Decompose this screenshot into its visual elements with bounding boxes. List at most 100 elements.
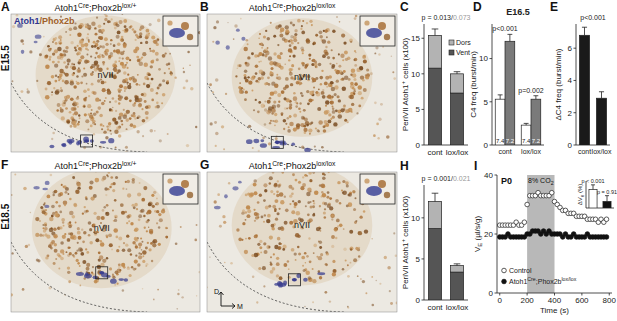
cell [319,230,321,232]
panel-title: Atoh1Cre;Phox2blox/lox [249,160,336,171]
cell [158,213,161,216]
cell [104,100,106,102]
cell [312,268,314,270]
cell [65,191,68,194]
cell [332,116,335,119]
atoh1-cell [260,139,264,142]
cell [322,39,326,43]
cell [72,177,75,180]
cell [299,102,301,104]
cell [251,254,254,257]
cell [299,111,301,113]
cell [112,274,114,276]
text-part: D [214,288,219,295]
cell [305,205,307,207]
cell [395,254,397,257]
cell [145,36,148,39]
cell [44,233,47,236]
cell [280,243,282,245]
cell [129,99,132,102]
cell [279,34,283,38]
cell [319,30,323,34]
y-axis-label: C4 freq (burst/min) [469,51,478,118]
cell [113,22,117,26]
cell [114,61,117,64]
cell [113,44,116,47]
cell [162,54,166,58]
cell [118,97,122,101]
compass-label: D [214,288,219,295]
cell [126,128,128,130]
y-axis-label: PeriVII Atoh1+ cells (x100) [400,37,410,131]
cell [295,101,297,103]
cell [93,41,96,44]
cell [285,84,289,88]
cell [282,37,286,41]
cell [138,214,142,218]
cell [132,103,136,107]
cell [153,239,158,244]
cell [97,106,101,110]
cell [284,107,287,110]
cell [276,274,279,277]
cell [240,18,242,20]
cell [133,30,136,33]
cell [270,120,272,122]
cell [131,76,135,80]
cell [86,54,88,56]
cell [293,128,297,132]
cell [280,52,283,55]
cell [239,90,243,94]
cell [86,267,90,271]
cell [223,148,225,150]
cell [278,101,280,103]
cell [312,43,314,45]
cell [112,63,116,67]
cell [273,61,277,65]
cell [84,60,88,64]
inset-cell [364,20,369,25]
cell [313,252,315,254]
cell [178,289,180,291]
cell [126,81,128,83]
cell [81,228,83,230]
cell [127,83,129,85]
cell [293,96,298,101]
cell [115,122,117,124]
cell [378,118,381,121]
cell [76,250,78,252]
cell [72,73,75,76]
cell [248,81,252,85]
cell [290,35,293,38]
panel-title: Atoh1Cre;Phox2blox/lox [249,2,336,13]
cell [124,29,128,33]
bar-name: 7.4 [522,138,531,144]
cell [298,252,301,255]
cell [248,237,251,240]
cell [60,241,64,245]
y-tick-label: 0 [416,141,421,150]
cell [327,56,330,59]
cell [222,215,225,218]
cell [138,60,140,62]
cell [354,64,357,67]
cell [71,107,75,111]
cell [278,208,280,210]
micrograph: BAtoh1Cre;Phox2blox/loxnVII [200,0,397,153]
text-part: D [473,0,482,14]
cell [344,76,349,81]
cell [141,241,143,243]
cell [106,236,108,238]
cell [257,201,260,204]
cell [129,83,131,85]
tissue [11,14,200,152]
cell [79,265,81,267]
bar [495,99,505,145]
cell [284,64,285,65]
text-part: cells (x100) [401,37,410,80]
cell [268,205,271,208]
cell [351,68,356,73]
annotation: p=0.002 [518,87,544,95]
cell [270,263,273,266]
cell [339,202,341,204]
